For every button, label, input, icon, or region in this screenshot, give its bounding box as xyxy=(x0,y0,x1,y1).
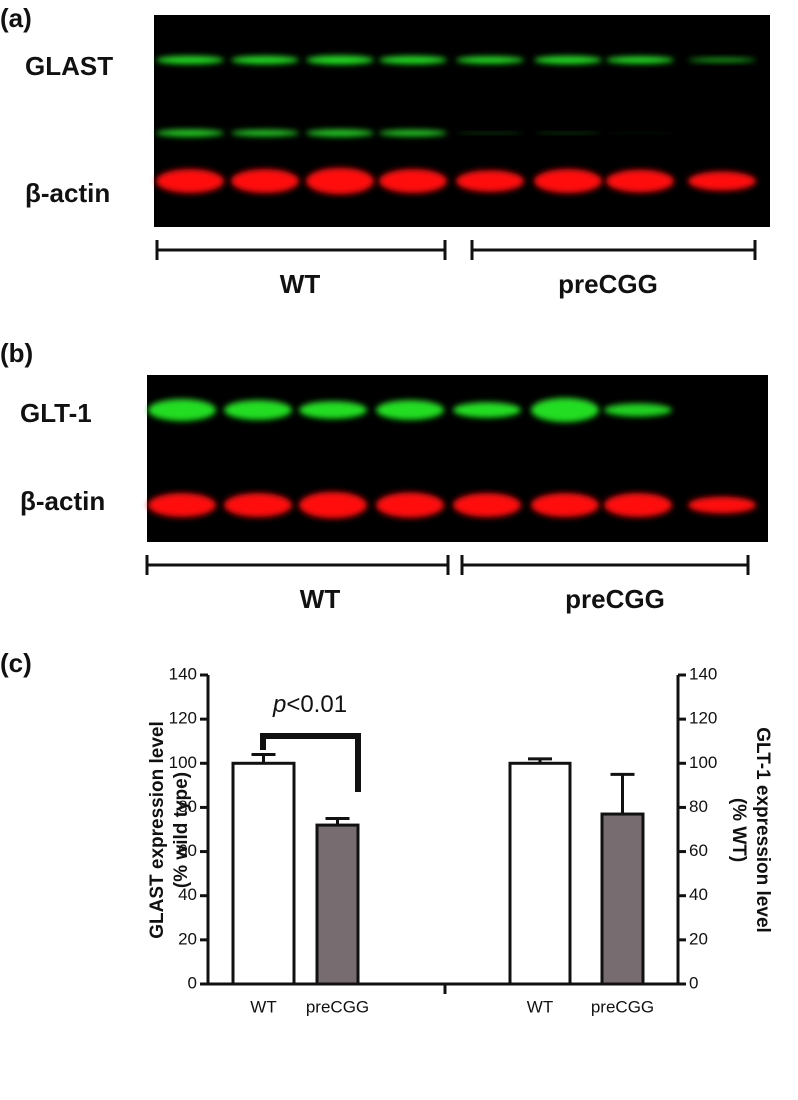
y-tick-label: 140 xyxy=(169,664,197,683)
x-tick-label: WT xyxy=(527,997,553,1016)
y2-axis-label: GLT-1 expression level(% WT) xyxy=(728,727,773,933)
band xyxy=(606,169,674,193)
y2-tick-label: 40 xyxy=(689,885,708,904)
annotation: p<0.01 xyxy=(272,691,347,718)
band xyxy=(379,169,447,193)
y-axis-label: GLAST expression level (% wild type) xyxy=(147,721,192,939)
bands xyxy=(148,397,756,519)
band-label: GLAST xyxy=(25,51,113,81)
band xyxy=(376,492,444,518)
group-label: WT xyxy=(300,584,341,614)
y-tick-label: 100 xyxy=(169,753,197,772)
x-tick-label: WT xyxy=(250,997,276,1016)
band xyxy=(379,56,447,64)
panel-label: (b) xyxy=(0,338,33,368)
band xyxy=(531,397,599,423)
y-tick-label: 80 xyxy=(178,797,197,816)
band xyxy=(688,496,756,514)
group-label: preCGG xyxy=(565,584,665,614)
significance-bracket xyxy=(260,733,361,792)
panel-label: (c) xyxy=(0,648,32,678)
y2-axis-label-line: GLT-1 expression level xyxy=(752,727,773,933)
bar xyxy=(315,823,360,986)
band xyxy=(231,56,299,64)
band xyxy=(224,493,292,517)
y2-tick-label: 20 xyxy=(689,929,708,948)
y-tick-label: 20 xyxy=(178,929,197,948)
band xyxy=(224,400,292,420)
y2-tick-label: 140 xyxy=(689,664,717,683)
band xyxy=(534,132,602,134)
x-tick-label: preCGG xyxy=(306,997,369,1016)
band xyxy=(299,491,367,519)
band xyxy=(306,129,374,137)
y-tick-label: 40 xyxy=(178,885,197,904)
band-label: β-actin xyxy=(20,486,105,516)
blot-a xyxy=(154,15,770,227)
bar xyxy=(231,761,296,986)
y2-tick-label: 60 xyxy=(689,841,708,860)
band xyxy=(231,169,299,193)
brackets xyxy=(145,555,750,575)
band xyxy=(299,401,367,419)
annotation-italic: p xyxy=(272,691,286,718)
band xyxy=(156,56,224,64)
band xyxy=(306,167,374,195)
band xyxy=(306,55,374,65)
band xyxy=(148,493,216,517)
band xyxy=(688,58,756,62)
y-axis-label-line: (% wild type) xyxy=(171,772,192,888)
y2-tick-label: 80 xyxy=(689,797,708,816)
brackets xyxy=(155,240,757,260)
group-label: preCGG xyxy=(558,269,658,299)
annotation-text: <0.01 xyxy=(286,691,347,718)
band xyxy=(376,400,444,420)
band xyxy=(453,493,521,517)
band xyxy=(456,132,524,134)
band xyxy=(379,129,447,137)
band xyxy=(606,132,674,134)
y2-tick-label: 100 xyxy=(689,753,717,772)
blot-b xyxy=(147,375,768,542)
band xyxy=(456,56,524,64)
y-tick-label: 60 xyxy=(178,841,197,860)
y-tick-label: 120 xyxy=(169,709,197,728)
band xyxy=(534,56,602,64)
y2-axis-label-line: (% WT) xyxy=(728,798,749,862)
band xyxy=(156,169,224,193)
y-axis-label-line: GLAST expression level xyxy=(147,721,168,939)
band xyxy=(604,493,672,517)
bar xyxy=(600,812,645,986)
bar xyxy=(508,761,572,986)
band-label: GLT-1 xyxy=(20,398,92,428)
band xyxy=(456,170,524,192)
x-tick-label: preCGG xyxy=(591,997,654,1016)
band xyxy=(604,403,672,417)
bands xyxy=(156,55,756,195)
band xyxy=(606,56,674,64)
y2-tick-label: 120 xyxy=(689,709,717,728)
y-tick-label: 0 xyxy=(188,973,197,992)
band xyxy=(453,402,521,418)
band xyxy=(531,493,599,517)
band xyxy=(156,129,224,137)
y2-tick-label: 0 xyxy=(689,973,698,992)
chart: 0 20 40 60 80 100 120 140 0 20 40 60 80 100 120 140 GLAS… xyxy=(147,664,773,1016)
band xyxy=(688,171,756,191)
band xyxy=(148,399,216,421)
band-label: β-actin xyxy=(25,178,110,208)
band xyxy=(534,169,602,193)
band xyxy=(231,129,299,137)
panel-label: (a) xyxy=(0,3,32,33)
group-label: WT xyxy=(280,269,321,299)
